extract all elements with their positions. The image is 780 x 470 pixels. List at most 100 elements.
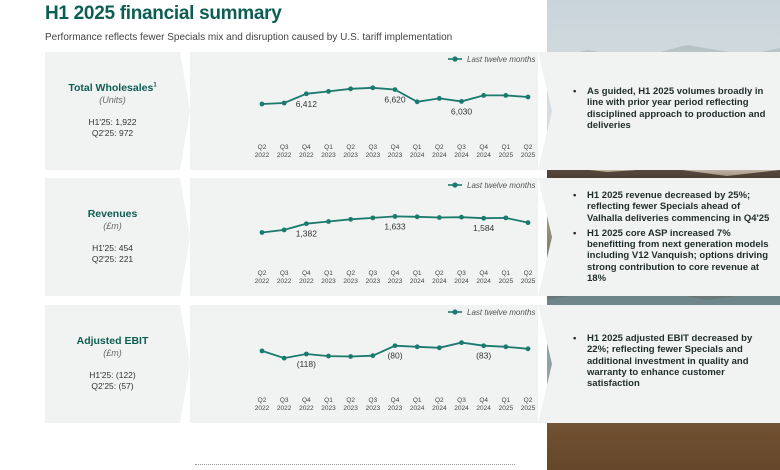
x-tick-label: 2023 xyxy=(321,152,336,159)
x-tick-label: Q1 xyxy=(413,270,422,277)
commentary-bullet: H1 2025 revenue decreased by 25%; reflec… xyxy=(565,190,775,224)
wholesales-unit: (Units) xyxy=(99,95,126,105)
x-tick-label: 2024 xyxy=(454,278,469,285)
x-tick-label: 2022 xyxy=(299,405,314,412)
x-tick-label: 2022 xyxy=(299,278,314,285)
x-tick-label: 2022 xyxy=(255,278,270,285)
x-tick-label: Q2 xyxy=(258,270,267,277)
x-tick-label: 2025 xyxy=(521,152,536,159)
legend-label: Last twelve months xyxy=(467,181,535,190)
data-point xyxy=(525,220,531,226)
x-tick-label: 2022 xyxy=(255,405,270,412)
x-tick-label: 2025 xyxy=(499,152,514,159)
x-tick-label: Q2 xyxy=(524,397,533,404)
x-tick-label: Q2 xyxy=(346,397,355,404)
x-tick-label: Q1 xyxy=(324,270,333,277)
data-point xyxy=(370,353,376,359)
chart-legend: Last twelve months xyxy=(448,55,535,64)
ebit-q2-kpi: Q2'25: (57) xyxy=(91,381,134,391)
ebit-h1-kpi: H1'25: (122) xyxy=(89,370,136,380)
x-tick-label: 2023 xyxy=(321,278,336,285)
x-tick-label: Q4 xyxy=(479,144,488,151)
ebit-metric-title: Adjusted EBIT xyxy=(76,335,149,347)
data-point xyxy=(414,99,420,105)
x-tick-label: 2022 xyxy=(277,405,292,412)
x-tick-label: Q1 xyxy=(501,397,510,404)
data-point xyxy=(392,343,398,349)
wholesales-q2-kpi: Q2'25: 972 xyxy=(91,128,134,138)
commentary-bullet: H1 2025 core ASP increased 7% benefittin… xyxy=(565,228,775,284)
data-point xyxy=(259,101,265,107)
x-tick-label: Q1 xyxy=(501,144,510,151)
data-point xyxy=(303,351,309,357)
x-tick-label: 2024 xyxy=(454,405,469,412)
x-tick-label: 2023 xyxy=(388,405,403,412)
x-tick-label: Q2 xyxy=(435,397,444,404)
data-point xyxy=(436,345,442,351)
x-tick-label: Q1 xyxy=(324,397,333,404)
data-point xyxy=(348,354,354,359)
x-tick-label: Q3 xyxy=(368,270,377,277)
x-tick-label: Q4 xyxy=(302,270,311,277)
data-label: 1,382 xyxy=(296,229,318,239)
x-tick-label: 2024 xyxy=(432,152,447,159)
x-tick-label: Q3 xyxy=(280,397,289,404)
x-tick-label: 2023 xyxy=(321,405,336,412)
legend-label: Last twelve months xyxy=(467,55,535,64)
revenues-q2-kpi: Q2'25: 221 xyxy=(91,254,134,264)
data-point xyxy=(459,214,464,220)
data-point xyxy=(459,340,464,346)
x-tick-label: Q1 xyxy=(501,270,510,277)
legend-marker xyxy=(452,56,458,62)
x-tick-label: Q2 xyxy=(258,397,267,404)
data-point xyxy=(459,99,464,104)
data-label: 6,412 xyxy=(296,99,318,109)
data-point xyxy=(481,343,487,349)
x-tick-label: 2023 xyxy=(388,152,403,159)
wholesales-commentary: As guided, H1 2025 volumes broadly in li… xyxy=(565,86,775,135)
x-tick-label: Q4 xyxy=(302,144,311,151)
data-point xyxy=(392,87,398,92)
x-tick-label: 2025 xyxy=(499,405,514,412)
chart-legend: Last twelve months xyxy=(448,181,535,190)
data-point xyxy=(281,227,287,233)
footnote-divider xyxy=(195,464,515,467)
commentary-bullet: As guided, H1 2025 volumes broadly in li… xyxy=(565,86,775,131)
x-tick-label: Q3 xyxy=(457,144,466,151)
x-tick-label: Q3 xyxy=(368,397,377,404)
data-point xyxy=(414,344,420,350)
legend-label: Last twelve months xyxy=(467,308,535,317)
wholesales-chevron xyxy=(180,52,190,170)
x-tick-label: Q3 xyxy=(280,144,289,151)
x-tick-label: Q2 xyxy=(524,144,533,151)
ebit-unit: (£m) xyxy=(103,348,122,358)
x-tick-label: 2024 xyxy=(410,405,425,412)
data-point xyxy=(481,93,487,98)
wholesales-card: Total Wholesales1 (Units) H1'25: 1,922 Q… xyxy=(45,52,180,170)
ebit-card: Adjusted EBIT (£m) H1'25: (122) Q2'25: (… xyxy=(45,305,180,423)
data-point xyxy=(503,344,509,350)
data-label: (80) xyxy=(387,351,402,361)
legend-marker xyxy=(452,182,458,188)
data-point xyxy=(436,96,442,101)
data-point xyxy=(281,355,287,361)
x-tick-label: 2022 xyxy=(255,152,270,159)
x-tick-label: 2024 xyxy=(454,152,469,159)
x-tick-label: 2024 xyxy=(432,405,447,412)
revenues-chart: Last twelve months 1,382 1,633 1,584 Q2 2022 Q… xyxy=(190,178,538,296)
x-tick-label: Q2 xyxy=(258,144,267,151)
ebit-chart: Last twelve months (118) (80) (83) Q2 2022 Q3 2… xyxy=(190,305,538,423)
x-tick-label: Q4 xyxy=(479,270,488,277)
x-tick-label: Q4 xyxy=(391,270,400,277)
data-point xyxy=(303,221,309,227)
x-tick-label: Q3 xyxy=(457,397,466,404)
legend-marker xyxy=(452,309,458,315)
data-point xyxy=(303,91,309,97)
revenues-card: Revenues (£m) H1'25: 454 Q2'25: 221 xyxy=(45,178,180,296)
page-subtitle: Performance reflects fewer Specials mix … xyxy=(45,32,453,43)
x-tick-label: 2024 xyxy=(476,405,491,412)
x-tick-label: Q2 xyxy=(346,270,355,277)
revenues-chevron xyxy=(180,178,190,296)
x-tick-label: Q1 xyxy=(413,397,422,404)
x-tick-label: 2025 xyxy=(499,278,514,285)
